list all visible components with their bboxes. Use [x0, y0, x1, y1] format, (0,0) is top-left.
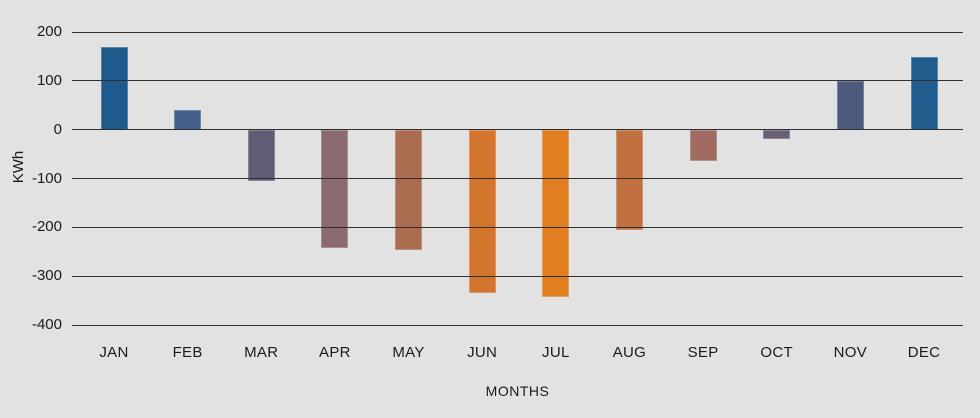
- y-tick-label-100: 100: [36, 71, 62, 89]
- x-tick-label-feb: FEB: [172, 344, 203, 361]
- plot-area: 200 100 0 -100 -200 -300 -400 JAN FEB MAR APR MAY JU…: [32, 23, 963, 361]
- gridline--200: [72, 226, 963, 228]
- x-tick-label-mar: MAR: [244, 344, 279, 361]
- x-tick-label-dec: DEC: [907, 344, 941, 361]
- bar-dec: [910, 57, 938, 130]
- x-tick-label-aug: AUG: [612, 344, 647, 361]
- gridline--400: [72, 324, 963, 326]
- x-tick-label-sep: SEP: [687, 344, 719, 361]
- gridline--100: [72, 178, 963, 179]
- y-tick-label--100: -100: [31, 169, 62, 187]
- y-tick-label--300: -300: [31, 267, 62, 285]
- x-tick-label-apr: APR: [319, 344, 351, 361]
- bar-apr: [321, 129, 349, 249]
- x-tick-label-jul: JUL: [542, 344, 570, 361]
- y-tick-label--200: -200: [31, 218, 62, 236]
- gridline--300: [72, 275, 963, 277]
- bar-feb: [174, 110, 202, 130]
- bar-aug: [615, 129, 643, 230]
- y-tick-label-0: 0: [53, 120, 62, 138]
- x-tick-label-jan: JAN: [99, 344, 129, 361]
- bar-sep: [689, 129, 717, 162]
- gridline-0: [72, 129, 963, 131]
- x-tick-label-oct: OCT: [760, 344, 793, 361]
- y-tick-label--400: -400: [31, 316, 62, 333]
- bar-nov: [836, 80, 864, 130]
- x-tick-label-jun: JUN: [467, 344, 498, 361]
- x-axis-label: MONTHS: [485, 383, 550, 399]
- bar-jul: [542, 129, 570, 298]
- bar-jan: [100, 46, 128, 130]
- x-tick-label-nov: NOV: [833, 344, 868, 361]
- bar-oct: [763, 129, 791, 140]
- bar-may: [395, 129, 423, 250]
- bar-mar: [247, 129, 275, 181]
- x-tick-label-may: MAY: [392, 344, 425, 361]
- bar-jun: [468, 129, 496, 294]
- y-tick-label-200: 200: [36, 23, 62, 40]
- gridline-200: [72, 31, 963, 33]
- gridline-100: [72, 80, 963, 82]
